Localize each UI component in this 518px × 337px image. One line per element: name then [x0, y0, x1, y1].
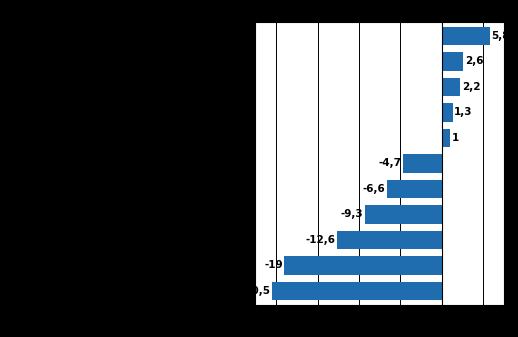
Bar	[442, 78, 460, 96]
Text: 5,8: 5,8	[492, 31, 510, 41]
Bar	[442, 129, 450, 147]
Bar	[387, 180, 442, 198]
Text: 1: 1	[452, 133, 459, 143]
Text: -19: -19	[264, 261, 283, 271]
Bar	[272, 282, 442, 300]
Bar	[284, 256, 442, 275]
Bar	[403, 154, 442, 173]
Bar	[442, 52, 464, 71]
Bar	[365, 205, 442, 224]
Text: -9,3: -9,3	[340, 210, 363, 219]
Bar	[442, 103, 453, 122]
Text: -4,7: -4,7	[378, 158, 401, 168]
Text: 2,2: 2,2	[462, 82, 480, 92]
Text: -12,6: -12,6	[306, 235, 336, 245]
Text: 1,3: 1,3	[454, 108, 473, 117]
Text: -6,6: -6,6	[363, 184, 385, 194]
Text: -20,5: -20,5	[240, 286, 270, 296]
Bar	[337, 231, 442, 249]
Bar	[442, 27, 490, 45]
Text: 2,6: 2,6	[465, 56, 484, 66]
